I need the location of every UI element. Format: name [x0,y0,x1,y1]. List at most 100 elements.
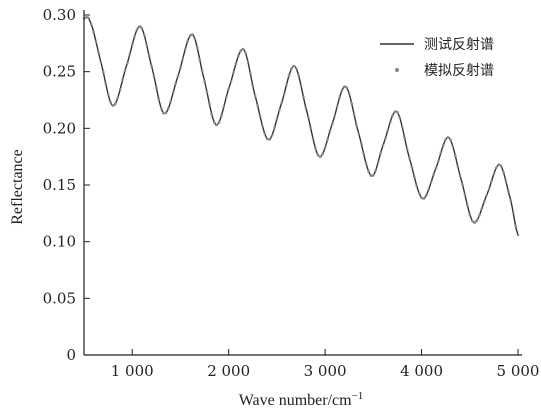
y-tick-label: 0.25 [43,63,76,81]
y-tick-label: 0 [66,346,76,364]
simulated-spectrum-point [352,112,356,116]
simulated-spectrum-point [210,113,214,116]
simulated-spectrum-point [186,39,189,43]
simulated-spectrum-point [193,37,197,41]
simulated-spectrum-point [309,126,312,130]
simulated-spectrum-point [437,159,440,163]
simulated-spectrum-point [150,64,153,68]
simulated-spectrum-point [101,70,105,74]
simulated-spectrum-point [152,74,156,78]
simulated-spectrum-point [116,96,120,100]
simulated-spectrum-point [159,106,163,110]
simulated-spectrum-point [169,99,173,103]
simulated-spectrum-point [87,16,91,20]
x-axis-label: Wave number/cm [239,392,352,409]
simulated-spectrum-point [278,109,281,112]
simulated-spectrum-point [514,224,517,228]
simulated-spectrum-point [133,34,136,38]
simulated-spectrum-point [345,86,349,90]
x-tick-label: 2 000 [207,362,250,380]
simulated-spectrum-point [196,46,199,50]
simulated-spectrum-point [251,84,255,88]
simulated-spectrum-point [499,164,503,168]
simulated-spectrum-point [473,221,476,224]
y-tick-label: 0.10 [43,233,76,251]
simulated-spectrum-point [495,166,498,170]
simulated-spectrum-point [463,193,467,197]
simulated-spectrum-point [429,180,433,184]
simulated-spectrum-point [258,114,262,118]
y-tick-label: 0.20 [43,119,76,137]
simulated-spectrum-point [461,183,464,186]
simulated-spectrum-point [475,219,479,222]
simulated-spectrum-point [441,143,445,147]
simulated-spectrum-point [487,187,491,191]
simulated-spectrum-point [490,180,493,183]
simulated-spectrum-point [290,67,293,71]
simulated-spectrum-point [367,169,370,173]
x-axis-label-superscript: −1 [352,390,364,402]
legend-label-simulated: 模拟反射谱 [424,63,494,79]
simulated-spectrum-point [280,101,284,105]
simulated-spectrum-point [369,174,373,177]
simulated-spectrum-point [507,190,510,193]
simulated-spectrum-point [333,114,337,117]
simulated-spectrum-point [85,15,88,19]
simulated-spectrum-point [492,172,496,176]
simulated-spectrum-point [111,104,115,107]
y-tick-label: 0.15 [43,176,76,194]
simulated-spectrum-point [323,146,327,149]
simulated-spectrum-point [142,33,146,37]
simulated-spectrum-point [229,79,233,83]
simulated-spectrum-point [164,111,168,115]
simulated-spectrum-point [318,155,322,159]
simulated-spectrum-point [232,71,235,74]
simulated-spectrum-point [413,175,416,179]
simulated-spectrum-point [434,166,438,170]
simulated-spectrum-point [331,122,334,125]
simulated-spectrum-point [314,147,317,150]
simulated-spectrum-point [388,120,392,124]
simulated-spectrum-point [516,233,520,237]
simulated-spectrum-point [420,196,423,200]
simulated-spectrum-point [273,126,276,130]
simulated-spectrum-point [454,154,457,158]
simulated-spectrum-point [183,47,187,51]
legend: 测试反射谱 模拟反射谱 [380,37,494,79]
simulated-spectrum-point [466,203,469,207]
simulated-spectrum-point [350,101,353,105]
simulated-spectrum-point [155,86,158,89]
simulated-spectrum-point [208,102,211,106]
simulated-spectrum-point [480,207,484,210]
simulated-spectrum-point [171,91,175,94]
simulated-spectrum-point [167,107,170,110]
simulated-spectrum-point [237,54,240,58]
simulated-spectrum-point [386,128,390,132]
simulated-spectrum-point [427,187,431,191]
simulated-spectrum-point [109,100,112,104]
plot-area [82,15,520,237]
simulated-spectrum-point [449,138,452,142]
simulated-spectrum-point [244,51,247,55]
simulated-spectrum-point [198,58,202,61]
simulated-spectrum-point [275,117,279,121]
simulated-spectrum-point [340,89,344,92]
simulated-spectrum-point [138,25,141,28]
simulated-spectrum-point [157,97,161,101]
simulated-spectrum-point [478,214,481,217]
simulated-spectrum-point [379,151,382,155]
simulated-spectrum-point [181,57,185,60]
simulated-spectrum-point [446,135,450,139]
simulated-spectrum-point [384,137,387,140]
simulated-spectrum-point [422,197,426,200]
simulated-spectrum-point [408,156,411,160]
simulated-spectrum-point [222,105,226,108]
y-tick-label: 0.05 [43,289,76,307]
simulated-spectrum-point [343,85,346,88]
simulated-spectrum-point [265,137,269,141]
simulated-spectrum-point [444,138,447,141]
simulated-spectrum-point [292,64,296,68]
simulated-spectrum-point [393,110,397,113]
simulated-spectrum-point [405,147,409,151]
